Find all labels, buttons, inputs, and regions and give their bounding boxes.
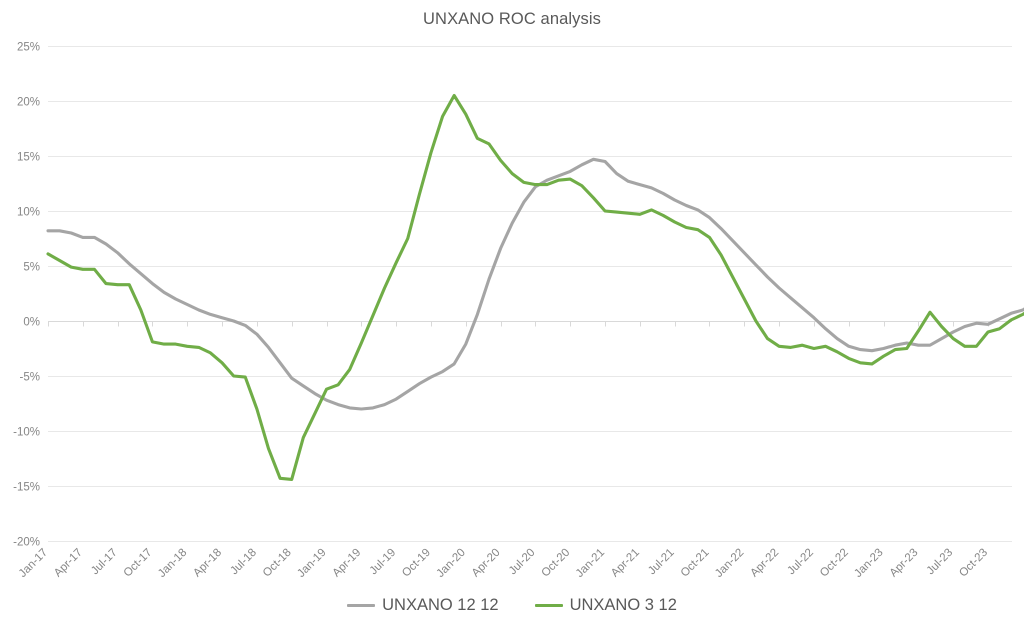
x-axis-tick-label: Oct-17 — [122, 547, 155, 580]
x-axis-tick-label: Apr-19 — [331, 547, 364, 580]
x-axis-tick-label: Jan-21 — [574, 547, 607, 580]
chart-title: UNXANO ROC analysis — [423, 10, 601, 28]
series-line — [46, 157, 1024, 411]
legend-label: UNXANO 12 12 — [382, 596, 499, 614]
x-axis-tick-label: Jul-20 — [507, 547, 538, 578]
x-axis-tick-label: Oct-18 — [261, 547, 294, 580]
x-axis-tick-label: Jan-18 — [156, 547, 189, 580]
x-axis-tick-label: Oct-21 — [679, 547, 712, 580]
x-axis-tick-label: Apr-18 — [191, 547, 224, 580]
x-axis-tick-label: Jul-18 — [228, 547, 259, 578]
y-axis-tick-label: 15% — [17, 152, 40, 164]
x-axis-tick-label: Jan-20 — [435, 547, 468, 580]
x-axis-tick-label: Apr-21 — [609, 547, 642, 580]
gridlines — [48, 46, 1012, 542]
y-axis-labels: 25% 20% 15% 10% 5% 0% -5% -10% -15% -20% — [13, 42, 40, 549]
y-axis-tick-label: 10% — [17, 207, 40, 219]
series-line — [46, 93, 1024, 481]
x-axis-tick-label: Jan-17 — [17, 547, 50, 580]
x-axis-tick-label: Jul-22 — [785, 547, 816, 578]
x-axis-tick-label: Apr-17 — [52, 547, 85, 580]
x-axis-labels: Jan-17 Apr-17 Jul-17 Oct-17 Jan-18 Apr-18 Jul-… — [17, 547, 990, 580]
data-series — [46, 93, 1024, 481]
x-axis-tick-label: Oct-23 — [957, 547, 990, 580]
y-axis-tick-label: -5% — [20, 372, 40, 384]
x-axis-tick-label: Jul-23 — [925, 547, 956, 578]
x-axis-tick-label: Jan-22 — [713, 547, 746, 580]
y-axis-tick-label: -20% — [13, 537, 40, 549]
legend-swatch-icon — [347, 603, 376, 608]
x-axis-tick-label: Oct-22 — [818, 547, 851, 580]
y-axis-tick-label: -10% — [13, 427, 40, 439]
x-axis-tick-label: Jul-19 — [368, 547, 399, 578]
y-axis-tick-label: 0% — [23, 317, 40, 329]
y-axis-tick-label: 25% — [17, 42, 40, 54]
x-axis-tick-label: Jan-23 — [852, 547, 885, 580]
x-axis-tick-label: Apr-22 — [748, 547, 781, 580]
x-axis-tick-label: Oct-19 — [400, 547, 433, 580]
x-axis-tick-label: Oct-20 — [539, 547, 572, 580]
legend-item-unxano-12-12[interactable]: UNXANO 12 12 — [347, 596, 499, 615]
legend-item-unxano-3-12[interactable]: UNXANO 3 12 — [534, 596, 677, 615]
x-axis-tick-label: Jan-19 — [295, 547, 328, 580]
legend-label: UNXANO 3 12 — [569, 596, 677, 614]
chart-legend: UNXANO 12 12 UNXANO 3 12 — [0, 596, 1024, 615]
x-axis-tick-label: Apr-20 — [470, 547, 503, 580]
y-axis-tick-label: 5% — [23, 262, 40, 274]
x-axis-tick-label: Jul-21 — [646, 547, 677, 578]
x-axis-tick-label: Apr-23 — [888, 547, 921, 580]
x-axis-tick-label: Jul-17 — [89, 547, 120, 578]
tick-marks — [48, 321, 989, 327]
legend-swatch-icon — [534, 603, 563, 608]
y-axis-tick-label: 20% — [17, 97, 40, 109]
y-axis-tick-label: -15% — [13, 482, 40, 494]
